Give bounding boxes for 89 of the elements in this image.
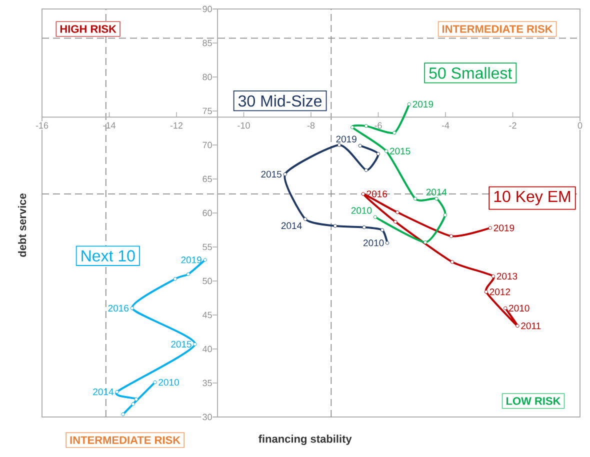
point bbox=[364, 168, 368, 172]
x-tick-label: 0 bbox=[578, 122, 582, 129]
annotation: 2015 bbox=[261, 170, 282, 178]
point bbox=[449, 234, 454, 238]
annotation: 2014 bbox=[93, 388, 114, 396]
point bbox=[380, 228, 384, 232]
x-tick-label: -2 bbox=[509, 122, 516, 129]
point bbox=[434, 196, 438, 201]
point bbox=[134, 397, 138, 402]
point bbox=[283, 172, 287, 176]
y-tick-label: 80 bbox=[202, 74, 212, 80]
annotation: 2019 bbox=[494, 224, 514, 232]
point bbox=[358, 144, 362, 148]
point bbox=[491, 274, 496, 278]
annotation: 2016 bbox=[108, 304, 128, 312]
text: INTERMEDIATE RISK bbox=[70, 436, 180, 444]
annotation: 2010 bbox=[509, 304, 530, 312]
point bbox=[333, 224, 338, 228]
y-tick-label: 45 bbox=[202, 312, 212, 318]
point bbox=[350, 125, 354, 130]
point bbox=[443, 213, 448, 217]
y-tick-label: 55 bbox=[202, 244, 212, 250]
annotation: 2014 bbox=[426, 188, 447, 196]
point bbox=[362, 225, 366, 230]
annotation: HIGH RISK bbox=[60, 25, 116, 33]
x-tick-label: -16 bbox=[36, 122, 48, 129]
x-tick-label: -10 bbox=[238, 122, 250, 129]
y-tick-label: 70 bbox=[202, 142, 212, 148]
y-tick-label: 40 bbox=[202, 346, 212, 352]
point bbox=[361, 192, 365, 196]
annotation: 2015 bbox=[390, 148, 410, 154]
point bbox=[364, 124, 368, 128]
point bbox=[153, 380, 157, 384]
annotation: LOW RISK bbox=[506, 397, 561, 405]
point bbox=[516, 324, 520, 328]
text: Next 10 bbox=[82, 250, 135, 262]
annotation: 2013 bbox=[496, 272, 518, 280]
point bbox=[115, 390, 119, 394]
series-label: 10 Key EM bbox=[494, 190, 570, 206]
point bbox=[488, 226, 492, 230]
y-tick-label: 85 bbox=[202, 40, 212, 46]
y-tick-label: 60 bbox=[202, 210, 212, 216]
annotation: 2019 bbox=[336, 136, 356, 142]
y-tick-label: 90 bbox=[202, 6, 212, 12]
point bbox=[484, 290, 488, 294]
point bbox=[394, 220, 398, 224]
y-tick-label: 65 bbox=[202, 176, 212, 182]
annotation: 2019 bbox=[181, 256, 202, 264]
point bbox=[337, 143, 342, 147]
annotation: 2012 bbox=[490, 288, 510, 296]
y-tick-label: 50 bbox=[202, 278, 212, 284]
annotation: 2014 bbox=[281, 222, 302, 230]
y-tick-label: 35 bbox=[202, 380, 212, 386]
annotation: 2010 bbox=[351, 207, 372, 214]
point bbox=[203, 258, 207, 262]
x-axis-title: financing stability bbox=[258, 434, 352, 445]
text: 30 Mid-Size bbox=[238, 94, 322, 107]
annotation: 2011 bbox=[521, 322, 541, 330]
annotation: INTERMEDIATE RISK bbox=[442, 25, 553, 33]
point bbox=[384, 149, 388, 153]
annotation: 2015 bbox=[171, 340, 192, 348]
point bbox=[423, 240, 428, 244]
y-axis-title: debt service bbox=[18, 194, 26, 257]
point bbox=[407, 102, 412, 106]
x-tick-label: -6 bbox=[374, 122, 382, 129]
annotation: 2010 bbox=[158, 378, 179, 386]
point bbox=[130, 306, 134, 310]
series-label: 50 Smallest bbox=[429, 67, 512, 79]
point bbox=[413, 196, 418, 201]
y-tick-label: 75 bbox=[202, 108, 212, 114]
point bbox=[186, 272, 190, 276]
annotation: 2019 bbox=[412, 100, 434, 108]
x-tick-label: -8 bbox=[307, 122, 315, 129]
point bbox=[504, 306, 508, 310]
point bbox=[450, 260, 454, 264]
x-tick-label: -12 bbox=[170, 122, 183, 129]
point bbox=[303, 217, 308, 221]
point bbox=[396, 210, 400, 214]
x-tick-label: -4 bbox=[442, 122, 450, 128]
annotation: 2010 bbox=[363, 240, 384, 246]
point bbox=[173, 277, 178, 281]
point bbox=[121, 412, 125, 416]
point bbox=[131, 402, 135, 406]
point bbox=[373, 215, 378, 219]
point bbox=[392, 130, 396, 135]
point bbox=[385, 241, 390, 245]
y-tick-label: 30 bbox=[202, 414, 212, 420]
point bbox=[193, 342, 197, 346]
point bbox=[376, 152, 380, 156]
